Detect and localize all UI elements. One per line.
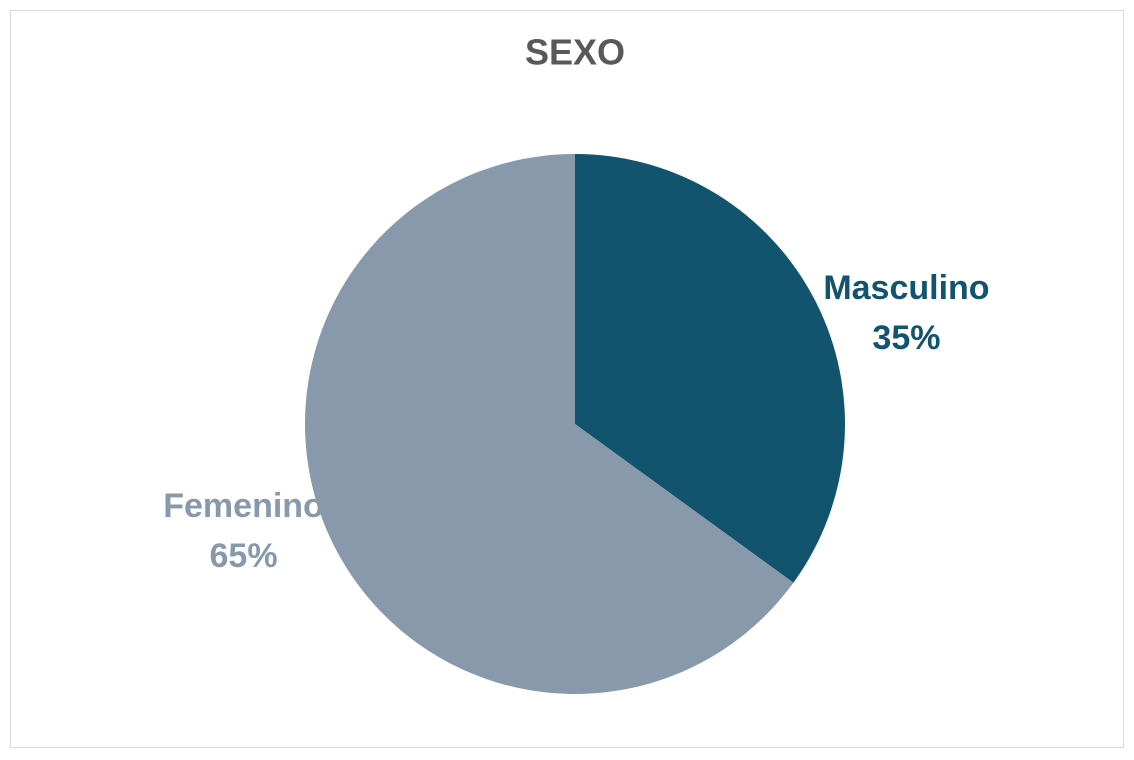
pie-slice [575,154,845,583]
slice-value-label: 35% [872,319,940,357]
chart-title: SEXO [525,32,625,73]
slice-label: Femenino [163,487,324,525]
slice-value-label: 65% [210,537,278,575]
pie-slice [304,154,794,694]
slice-label: Masculino [823,269,989,307]
